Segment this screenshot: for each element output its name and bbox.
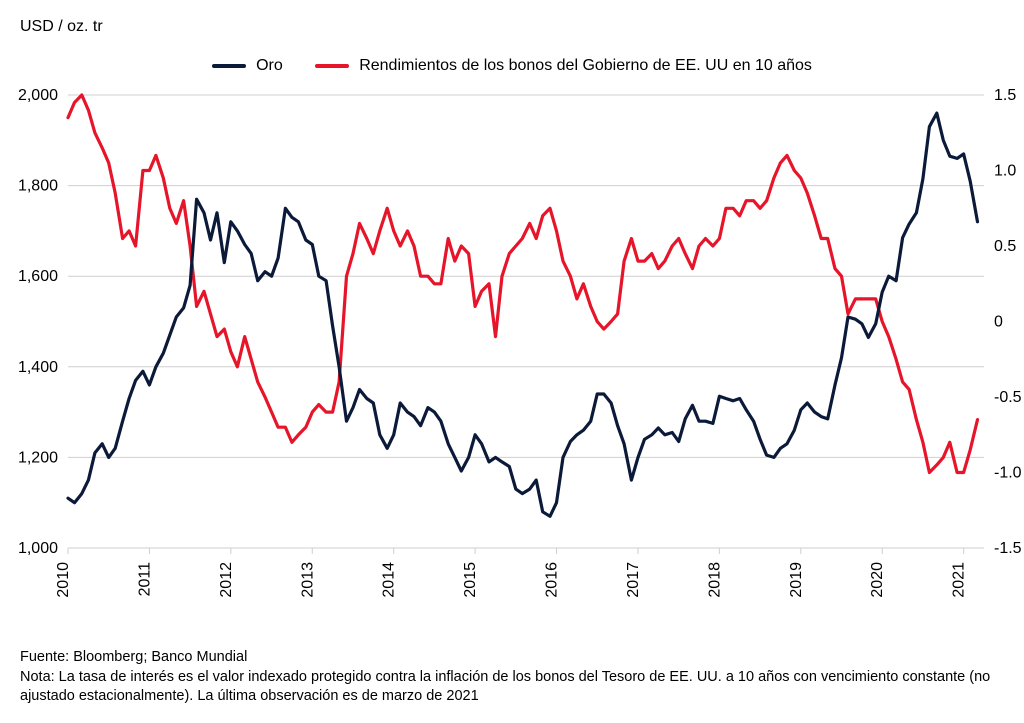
svg-text:2017: 2017 <box>625 562 642 598</box>
svg-text:2021: 2021 <box>951 562 968 598</box>
svg-text:2015: 2015 <box>462 562 479 598</box>
svg-text:1.5: 1.5 <box>994 87 1016 104</box>
svg-text:2010: 2010 <box>55 562 72 598</box>
series-oro <box>68 113 978 516</box>
footer-note: Nota: La tasa de interés es el valor ind… <box>20 668 1004 707</box>
svg-text:1,400: 1,400 <box>18 359 58 376</box>
footer: Fuente: Bloomberg; Banco Mundial Nota: L… <box>20 648 1004 707</box>
svg-text:1.0: 1.0 <box>994 163 1016 180</box>
svg-text:0: 0 <box>994 314 1003 331</box>
svg-text:2018: 2018 <box>706 562 723 598</box>
svg-text:-1.0: -1.0 <box>994 465 1022 482</box>
svg-text:2014: 2014 <box>381 562 398 598</box>
svg-text:1,600: 1,600 <box>18 268 58 285</box>
svg-text:2016: 2016 <box>544 562 561 598</box>
svg-text:2011: 2011 <box>136 562 153 597</box>
footer-source: Fuente: Bloomberg; Banco Mundial <box>20 648 1004 668</box>
svg-text:2020: 2020 <box>869 562 886 598</box>
svg-text:0.5: 0.5 <box>994 238 1016 255</box>
svg-text:-1.5: -1.5 <box>994 540 1022 557</box>
svg-text:2,000: 2,000 <box>18 87 58 104</box>
svg-text:1,800: 1,800 <box>18 178 58 195</box>
chart-container: USD / oz. tr Oro Rendimientos de los bon… <box>0 0 1024 723</box>
svg-text:2013: 2013 <box>299 562 316 598</box>
series-bonos <box>68 95 978 473</box>
svg-text:2012: 2012 <box>218 562 235 598</box>
svg-text:2019: 2019 <box>788 562 805 598</box>
svg-text:-0.5: -0.5 <box>994 389 1022 406</box>
svg-text:1,200: 1,200 <box>18 449 58 466</box>
svg-text:1,000: 1,000 <box>18 540 58 557</box>
chart-svg: 1,000 1,200 1,400 1,600 1,800 2,000 -1.5 -1.0 -0… <box>0 0 1024 723</box>
